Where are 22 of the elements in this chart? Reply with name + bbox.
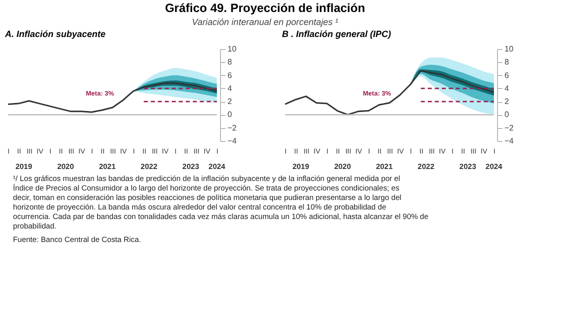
y-tick-label: 2 <box>504 97 510 106</box>
chart-title: A. Inflación subyacente <box>4 29 106 39</box>
y-tick-label: 6 <box>504 70 510 80</box>
y-tick-label: −4 <box>228 136 238 146</box>
y-tick-label: 4 <box>228 84 232 93</box>
line-series <box>7 82 218 113</box>
y-tick-label: 0 <box>504 110 510 120</box>
y-tick-label: 0 <box>228 110 232 120</box>
line-series <box>284 70 495 116</box>
y-tick-label: 8 <box>504 58 510 67</box>
y-tick-label: −2 <box>504 123 514 132</box>
y-tick-label: −4 <box>504 136 514 146</box>
y-tick-label: 10 <box>228 44 237 54</box>
chart-title: B . Inflación general (IPC) <box>282 29 392 39</box>
y-tick-label: 8 <box>228 58 232 67</box>
y-tick-label: 10 <box>504 44 514 54</box>
y-tick-label: −2 <box>228 123 238 132</box>
y-tick-label: 2 <box>228 97 232 106</box>
y-tick-label: 4 <box>504 84 510 93</box>
y-tick-label: 6 <box>228 70 232 80</box>
text: Gráfico 49. Proyección de inflación <box>164 1 366 15</box>
text: Variación interanual en porcentajes ¹ <box>192 17 338 27</box>
